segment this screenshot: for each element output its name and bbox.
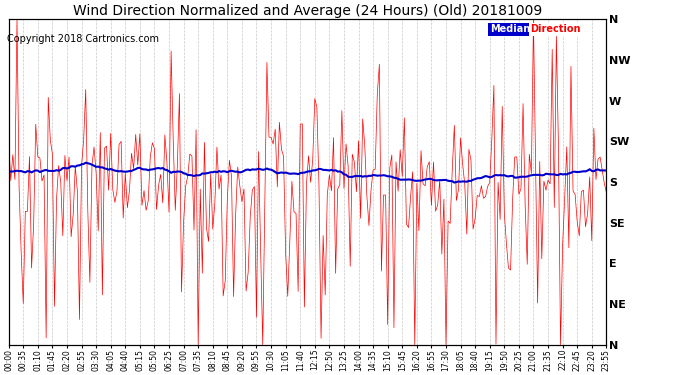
- Title: Wind Direction Normalized and Average (24 Hours) (Old) 20181009: Wind Direction Normalized and Average (2…: [73, 4, 542, 18]
- Text: Median: Median: [490, 24, 530, 34]
- Text: Direction: Direction: [531, 24, 581, 34]
- Text: Copyright 2018 Cartronics.com: Copyright 2018 Cartronics.com: [7, 34, 159, 44]
